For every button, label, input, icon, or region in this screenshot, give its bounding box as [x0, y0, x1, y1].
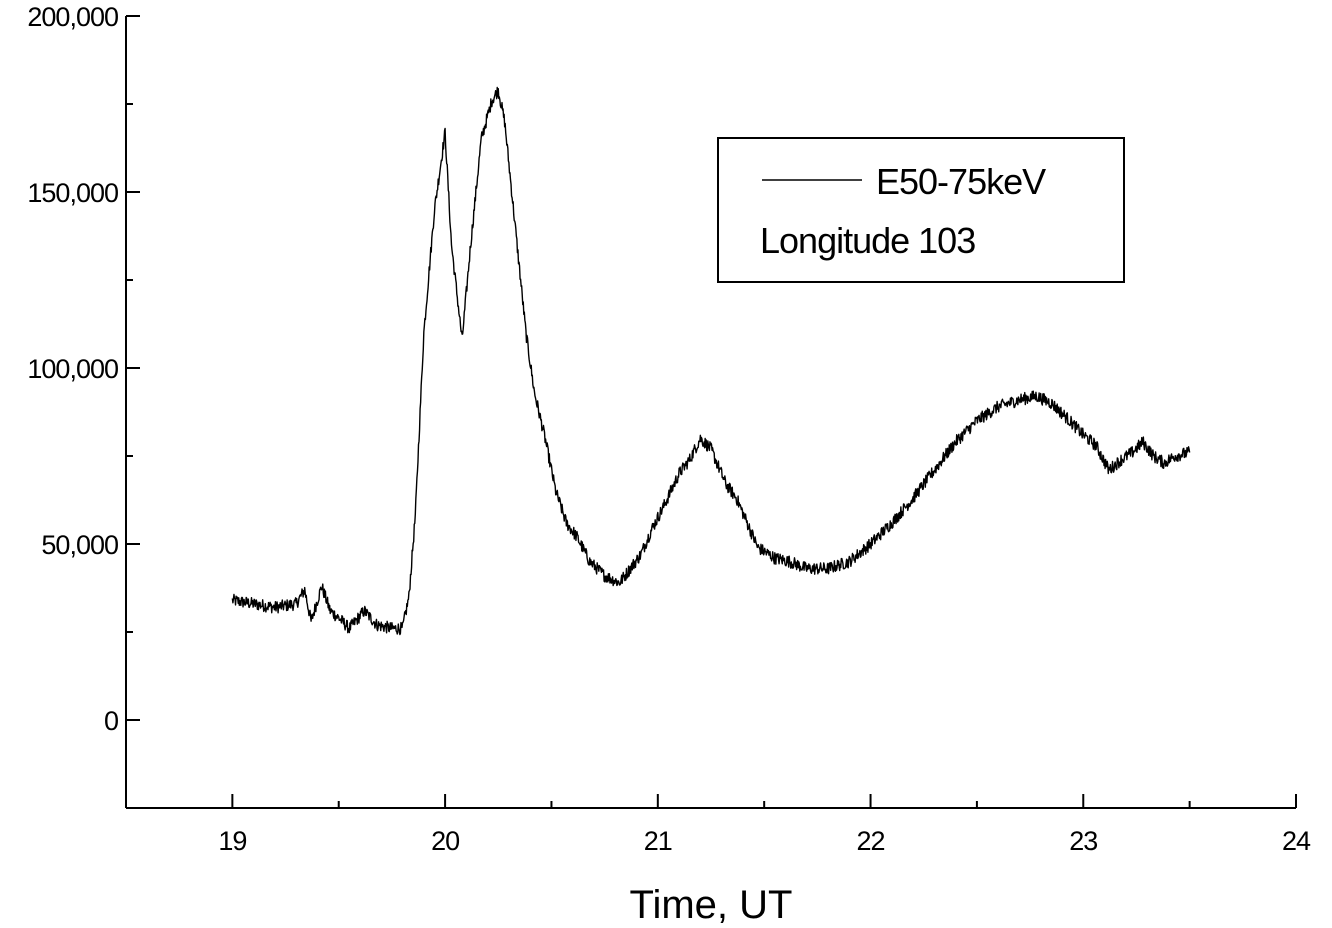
x-tick-label: 21 [644, 826, 672, 856]
y-tick-label: 150,000 [27, 178, 118, 208]
legend-entry-series: E50-75keV [876, 161, 1046, 202]
y-tick-label: 0 [104, 706, 118, 736]
y-tick-label: 200,000 [27, 2, 118, 32]
series-line-e50-75kev [231, 86, 1191, 636]
legend: E50-75keV Longitude 103 [717, 137, 1125, 283]
y-tick-labels: 0 50,000 100,000 150,000 200,000 [27, 2, 119, 736]
x-tick-label: 23 [1069, 826, 1097, 856]
x-tick-label: 24 [1282, 826, 1311, 856]
y-tick-label: 100,000 [27, 354, 118, 384]
legend-entry-longitude: Longitude 103 [760, 220, 975, 261]
x-tick-label: 19 [218, 826, 246, 856]
y-tick-label: 50,000 [41, 530, 118, 560]
x-axis-title: Time, UT [630, 883, 793, 927]
x-tick-labels: 19 20 21 22 23 24 [218, 826, 1312, 856]
legend-box [717, 137, 1125, 283]
tick-marks [126, 15, 1297, 808]
axes [125, 16, 1296, 809]
x-tick-label: 20 [431, 826, 459, 856]
x-tick-label: 22 [857, 826, 885, 856]
